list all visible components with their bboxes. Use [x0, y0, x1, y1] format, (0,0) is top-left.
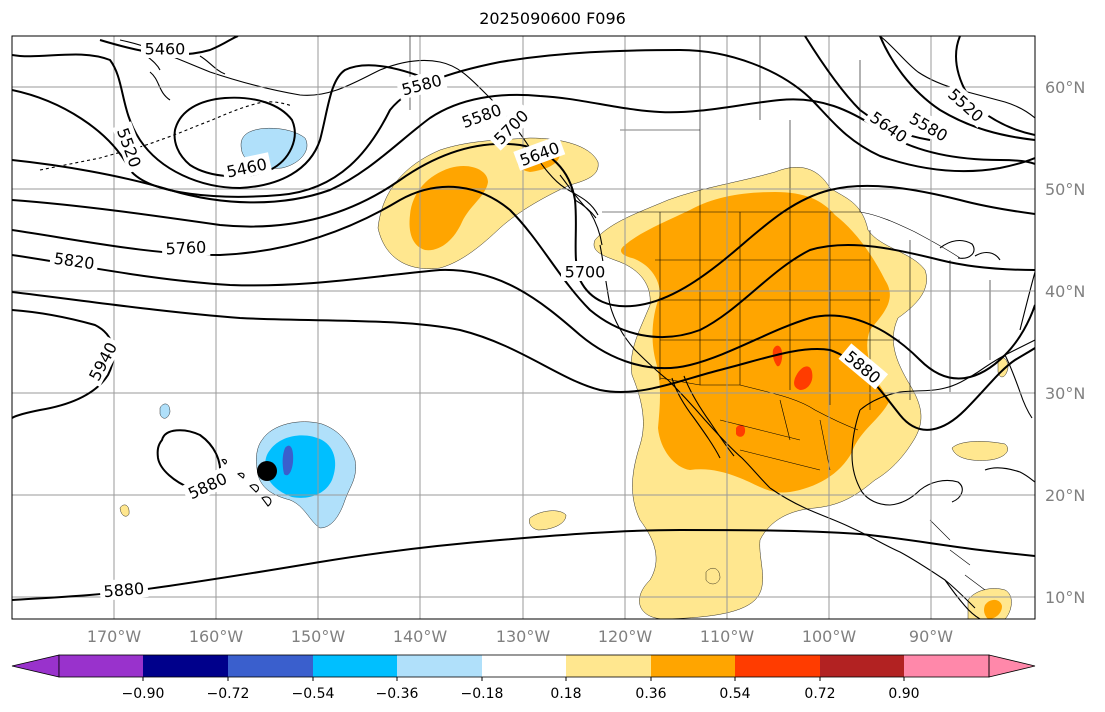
contour-5820 — [12, 254, 1035, 380]
longitude-labels: 170°W 160°W 150°W 140°W 130°W 120°W 110°… — [87, 627, 953, 646]
state-lines — [655, 212, 991, 410]
political-borders — [409, 36, 991, 591]
lon-label: 130°W — [496, 627, 551, 646]
colorbar-segment — [820, 655, 905, 677]
colorbar-segment — [651, 655, 736, 677]
negative-small-light — [159, 403, 171, 419]
great-lakes — [939, 239, 1001, 261]
colorbar-segment — [143, 655, 229, 677]
canada-us-border — [602, 211, 961, 259]
map-frame — [11, 35, 1036, 620]
colorbar-ticks — [142, 677, 905, 681]
monsoon-max-1 — [772, 345, 783, 367]
negative-hawaii-dark — [282, 445, 294, 476]
contour-label: 5880 — [103, 579, 145, 601]
latitude-labels: 60°N 50°N 40°N 30°N 20°N 10°N — [1045, 78, 1085, 607]
map-panel: 5460 5460 5520 5520 5580 5580 5580 5640 … — [12, 36, 1035, 619]
colorbar-segment — [313, 655, 398, 677]
lon-label: 160°W — [189, 627, 244, 646]
colorbar-tick-label: 0.90 — [888, 686, 919, 702]
colorbar-tick-label: −0.90 — [122, 686, 165, 702]
tropical-light-1 — [529, 510, 567, 531]
lat-label: 20°N — [1045, 486, 1085, 505]
contour-5880-north — [12, 291, 1035, 431]
central-america — [944, 579, 981, 619]
contour-label: 5460 — [145, 40, 186, 59]
colorbar: −0.90 −0.72 −0.54 −0.36 −0.18 0.18 0.36 … — [11, 654, 1036, 702]
colorbar-segment — [397, 655, 483, 677]
plume-pacific-nw-dark — [409, 165, 488, 251]
lon-label: 150°W — [291, 627, 346, 646]
colorbar-segment — [735, 655, 821, 677]
tropical-light-2 — [705, 567, 721, 585]
central-america-borders — [929, 519, 986, 591]
lat-label: 10°N — [1045, 588, 1085, 607]
lon-label: 120°W — [598, 627, 653, 646]
lat-label: 30°N — [1045, 384, 1085, 403]
contour-5700 — [12, 142, 1035, 308]
monsoon-max-3 — [736, 424, 746, 437]
lon-label: 90°W — [909, 627, 953, 646]
contour-5460-west — [99, 36, 239, 56]
contour-5880-south — [12, 528, 1035, 601]
colorbar-segment — [566, 655, 652, 677]
colorbar-tick-label: 0.36 — [635, 686, 666, 702]
yucatan — [919, 479, 963, 503]
hawaii-islands — [221, 458, 272, 507]
colorbar-segment — [59, 655, 144, 677]
colorbar-segment — [904, 655, 989, 677]
colorbar-extend-low — [11, 654, 60, 678]
contour-5580-east — [879, 36, 1035, 141]
contour-5760 — [12, 185, 1035, 339]
bc-coast — [559, 174, 603, 246]
colorbar-frame — [58, 654, 990, 678]
map-title: 2025090600 F096 — [479, 9, 626, 28]
mexico-gulf-coast — [851, 409, 921, 506]
us-mexico-border — [659, 377, 859, 431]
colorbar-tick-label: −0.72 — [207, 686, 250, 702]
mexico-states — [719, 399, 831, 471]
lon-label: 110°W — [700, 627, 755, 646]
lat-label: 60°N — [1045, 78, 1085, 97]
monsoon-max-2 — [794, 366, 813, 390]
caribbean-light — [951, 441, 1008, 461]
colorbar-extend-high — [988, 654, 1036, 678]
colorbar-segment — [228, 655, 314, 677]
contour-5940 — [12, 309, 115, 419]
colorbar-tick-label: −0.54 — [292, 686, 335, 702]
aleutian-chain — [39, 101, 293, 171]
monsoon-mid — [620, 192, 890, 493]
colorbar-tick-label: 0.54 — [719, 686, 750, 702]
alaska-coast — [119, 39, 599, 216]
colorbar-tick-label: 0.18 — [550, 686, 581, 702]
height-contours — [12, 36, 1035, 601]
colorbar-tick-label: −0.18 — [461, 686, 504, 702]
colorbar-segment — [482, 655, 567, 677]
contour-label: 5760 — [165, 237, 207, 258]
colorbar-tick-label: 0.72 — [804, 686, 835, 702]
lat-label: 50°N — [1045, 180, 1085, 199]
location-marker — [257, 461, 277, 481]
lon-label: 170°W — [87, 627, 142, 646]
vancouver-island — [574, 199, 597, 219]
graticule — [12, 36, 1035, 619]
contour-label: 5700 — [565, 263, 606, 282]
central-america-mid — [984, 599, 1002, 619]
contour-5520 — [12, 53, 431, 190]
colorbar-tick-label: −0.36 — [376, 686, 419, 702]
lat-label: 40°N — [1045, 282, 1085, 301]
canada-provinces — [620, 36, 861, 212]
tropical-light-3 — [119, 504, 130, 517]
lon-label: 100°W — [802, 627, 857, 646]
contour-5460-low — [173, 96, 296, 178]
mexico-west-coast — [769, 487, 976, 609]
lon-label: 140°W — [393, 627, 448, 646]
cuba — [984, 467, 1035, 483]
east-coast — [1019, 271, 1035, 331]
